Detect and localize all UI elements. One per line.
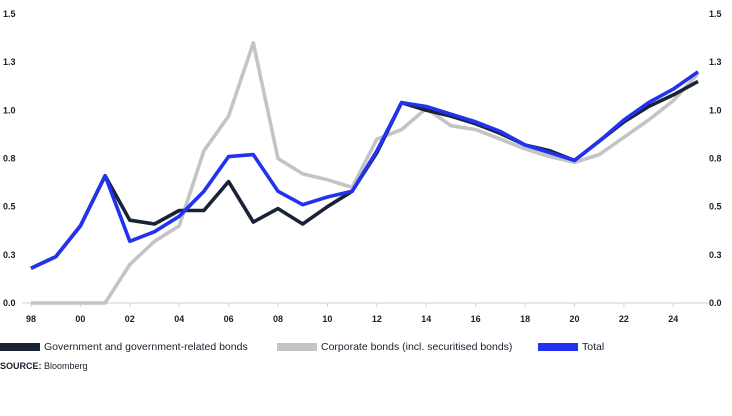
y-tick-label-right: 1.0 — [709, 105, 722, 115]
x-tick-label: 20 — [569, 314, 579, 324]
y-tick-label-left: 0.8 — [3, 154, 16, 164]
y-tick-label-left: 0.5 — [3, 202, 16, 212]
x-tick-label: 00 — [75, 314, 85, 324]
x-tick-label: 04 — [174, 314, 184, 324]
legend-swatch-corporate — [277, 343, 317, 351]
y-tick-label-right: 0.3 — [709, 250, 722, 260]
series-line-total — [30, 70, 700, 270]
y-tick-label-left: 1.5 — [3, 9, 16, 19]
x-tick-label: 18 — [520, 314, 530, 324]
source-text: Bloomberg — [44, 361, 88, 371]
legend-swatch-total — [538, 343, 578, 351]
x-tick-label: 24 — [668, 314, 678, 324]
y-tick-label-right: 0.0 — [709, 298, 722, 308]
chart-svg: 0.0 0.0 0.3 0.3 0.5 0.5 0.8 0.8 1.0 1.0 1.3 1.3 1.5 1… — [3, 9, 722, 324]
y-tick-label-right: 1.3 — [709, 57, 722, 67]
legend-item-total: Total — [538, 341, 604, 353]
y-tick-label-right: 0.5 — [709, 202, 722, 212]
x-tick-label: 22 — [619, 314, 629, 324]
y-tick-label-left: 0.0 — [3, 298, 16, 308]
x-tick-label: 08 — [273, 314, 283, 324]
series-line-corporate — [31, 41, 700, 305]
y-tick-label-left: 1.3 — [3, 57, 16, 67]
legend-label-corporate: Corporate bonds (incl. securitised bonds… — [321, 341, 513, 353]
x-tick-label: 14 — [421, 314, 431, 324]
source-note: SOURCE: Bloomberg — [0, 361, 88, 371]
legend-label-total: Total — [582, 341, 605, 353]
x-tick-label: 10 — [322, 314, 332, 324]
legend: Government and government-related bonds … — [0, 341, 732, 357]
x-tick-label: 98 — [26, 314, 36, 324]
legend-swatch-government — [0, 343, 40, 351]
legend-item-government: Government and government-related bonds — [0, 341, 248, 353]
x-tick-label: 06 — [224, 314, 234, 324]
x-tick-label: 02 — [125, 314, 135, 324]
y-tick-label-left: 0.3 — [3, 250, 16, 260]
x-tick-label: 16 — [471, 314, 481, 324]
y-tick-label-right: 1.5 — [709, 9, 722, 19]
y-tick-label-right: 0.8 — [709, 154, 722, 164]
y-tick-label-left: 1.0 — [3, 105, 16, 115]
source-prefix: SOURCE: — [0, 361, 42, 371]
x-tick-label: 12 — [372, 314, 382, 324]
legend-label-government: Government and government-related bonds — [44, 341, 248, 353]
legend-item-corporate: Corporate bonds (incl. securitised bonds… — [277, 341, 512, 353]
